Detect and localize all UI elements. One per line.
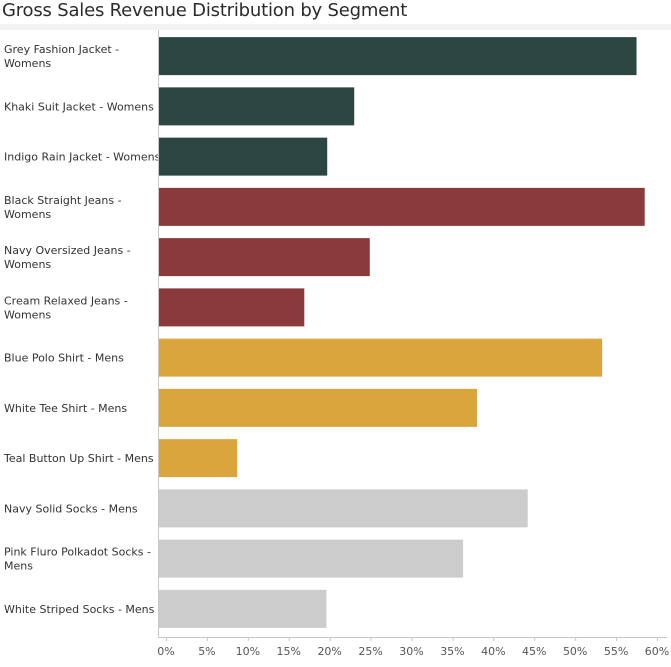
bar bbox=[159, 187, 645, 226]
bar bbox=[159, 589, 327, 628]
category-label: White Striped Socks - Mens bbox=[4, 603, 155, 616]
bar bbox=[159, 439, 238, 478]
category-label: Navy Solid Socks - Mens bbox=[4, 502, 138, 515]
x-tick-label: 25% bbox=[358, 645, 382, 658]
x-axis: 0% 5% 10% 15% 20% 25% 30% 35% 40% 45% 50% 55% 60% bbox=[157, 30, 669, 658]
title-underline-band bbox=[0, 24, 671, 30]
category-label: White Tee Shirt - Mens bbox=[4, 402, 127, 415]
chart-title: Gross Sales Revenue Distribution by Segm… bbox=[2, 0, 408, 21]
category-labels: Grey Fashion Jacket -Womens Khaki Suit Ja… bbox=[3, 43, 161, 616]
bar bbox=[159, 338, 603, 377]
x-tick-label: 60% bbox=[645, 645, 669, 658]
bar bbox=[159, 137, 328, 176]
x-tick-label: 45% bbox=[522, 645, 546, 658]
bar bbox=[159, 388, 477, 427]
header-band bbox=[0, 24, 671, 30]
x-tick-label: 35% bbox=[440, 645, 464, 658]
category-label: Grey Fashion Jacket -Womens bbox=[4, 43, 119, 70]
x-tick-label: 10% bbox=[236, 645, 260, 658]
category-label: Black Straight Jeans -Womens bbox=[4, 194, 122, 221]
bar bbox=[159, 37, 637, 76]
x-tick-label: 50% bbox=[563, 645, 587, 658]
x-tick-label: 15% bbox=[277, 645, 301, 658]
category-label: Blue Polo Shirt - Mens bbox=[4, 352, 124, 365]
x-tick-label: 55% bbox=[604, 645, 628, 658]
x-tick-label: 0% bbox=[157, 645, 174, 658]
bar bbox=[159, 87, 355, 126]
bar bbox=[159, 539, 464, 578]
bar bbox=[159, 238, 370, 277]
category-label: Pink Fluro Polkadot Socks -Mens bbox=[4, 546, 151, 573]
category-label: Navy Oversized Jeans -Womens bbox=[4, 244, 131, 271]
category-label: Indigo Rain Jacket - Womens bbox=[4, 151, 161, 164]
category-label: Teal Button Up Shirt - Mens bbox=[3, 452, 154, 465]
bar bbox=[159, 489, 528, 528]
category-label: Khaki Suit Jacket - Womens bbox=[4, 100, 154, 113]
bars bbox=[159, 37, 645, 628]
x-tick-label: 40% bbox=[481, 645, 505, 658]
category-label: Cream Relaxed Jeans -Womens bbox=[4, 294, 128, 321]
x-tick-label: 30% bbox=[399, 645, 423, 658]
bar bbox=[159, 288, 305, 327]
x-tick-label: 5% bbox=[198, 645, 215, 658]
x-tick-label: 20% bbox=[317, 645, 341, 658]
